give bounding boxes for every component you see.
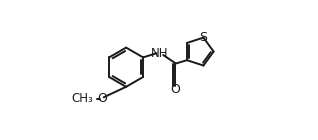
Text: O: O — [97, 92, 107, 105]
Text: NH: NH — [151, 47, 169, 60]
Text: S: S — [199, 31, 207, 44]
Text: O: O — [170, 83, 180, 96]
Text: CH₃: CH₃ — [72, 92, 93, 105]
